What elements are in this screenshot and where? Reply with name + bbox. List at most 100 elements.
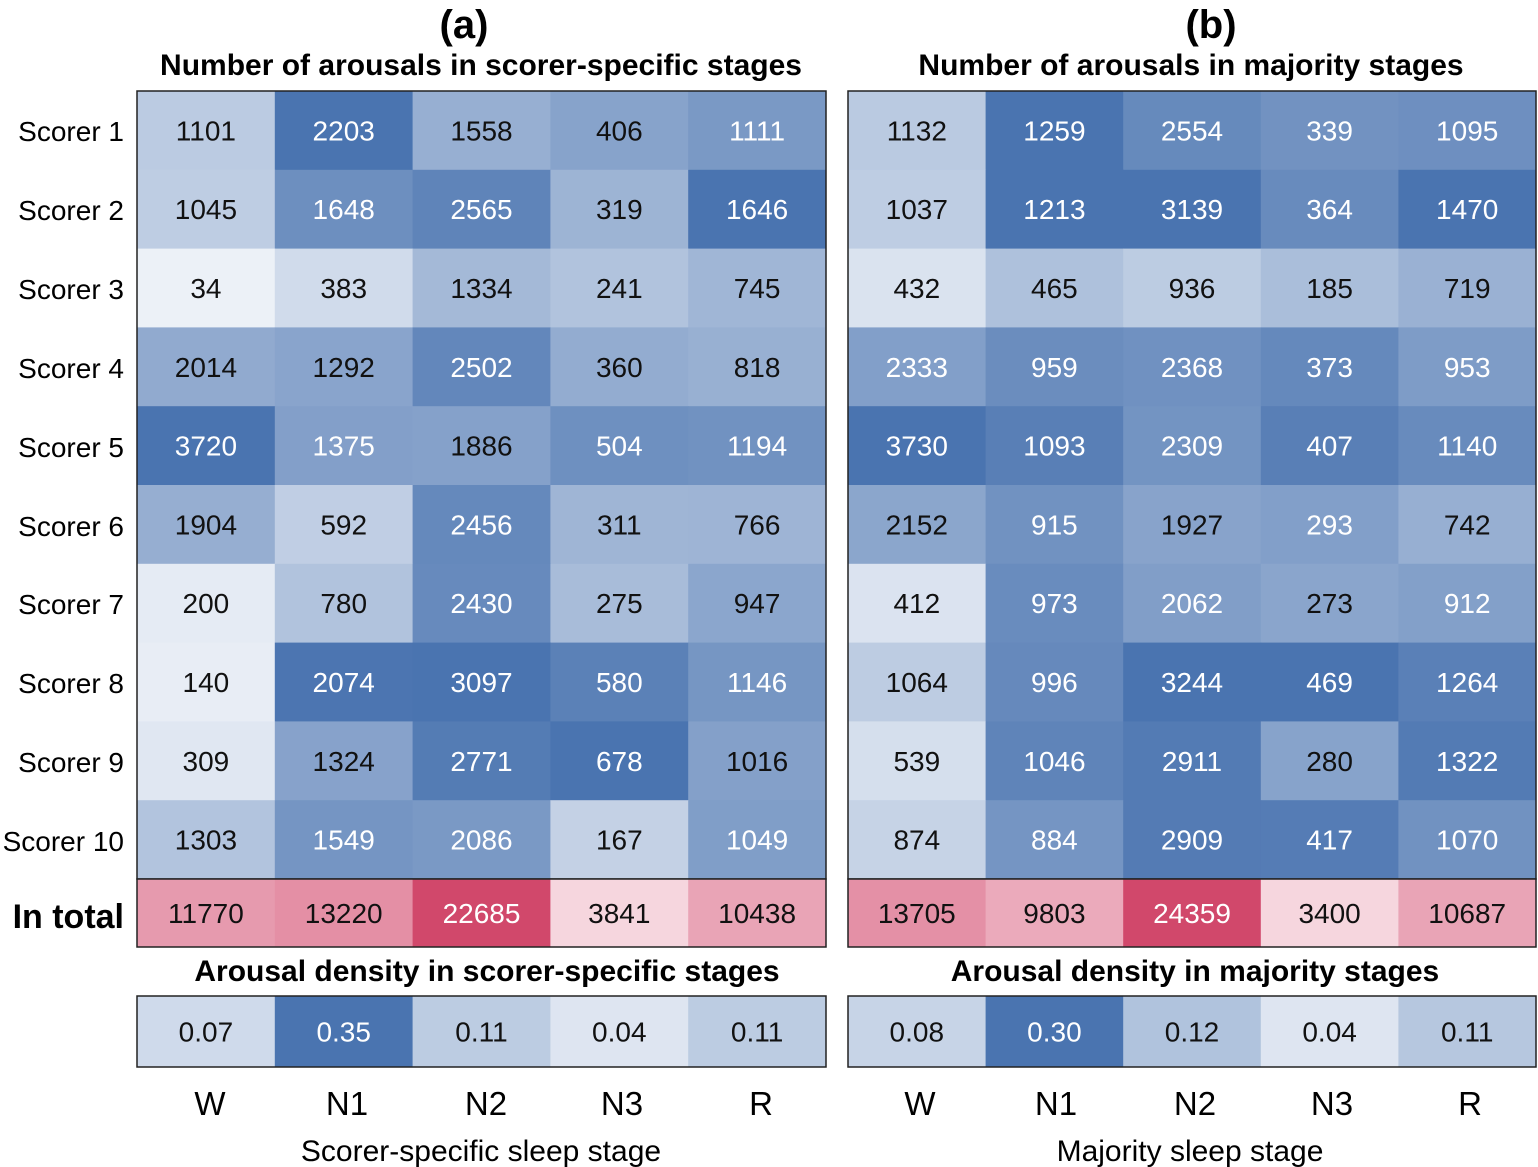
total-value: 9803 bbox=[1023, 898, 1085, 929]
total-cell bbox=[1260, 879, 1399, 947]
density-value: 0.04 bbox=[1302, 1017, 1357, 1048]
cell-value: 818 bbox=[734, 352, 781, 383]
total-value: 3841 bbox=[588, 898, 650, 929]
heatmap-cell bbox=[688, 721, 827, 801]
heatmap-cell bbox=[137, 721, 276, 801]
density-value: 0.08 bbox=[890, 1017, 945, 1048]
panel-b-counts-title: Number of arousals in majority stages bbox=[918, 49, 1463, 82]
total-value: 3400 bbox=[1298, 898, 1360, 929]
heatmap-cell bbox=[1123, 406, 1262, 486]
heatmap-cell bbox=[985, 485, 1124, 565]
totals-frame bbox=[847, 878, 1537, 948]
x-tick-label: N2 bbox=[465, 1085, 507, 1122]
cell-value: 1016 bbox=[726, 746, 788, 777]
cell-value: 780 bbox=[320, 588, 367, 619]
cell-value: 2086 bbox=[450, 825, 512, 856]
cell-value: 432 bbox=[893, 273, 940, 304]
heatmap-cell bbox=[412, 406, 551, 486]
panel-b-heatmap: 1132 1259 2554 339 1095 1037 1213 3139 364 1470 43… bbox=[847, 90, 1537, 1068]
heatmap-cell bbox=[550, 800, 689, 880]
heatmap-cell bbox=[274, 248, 414, 328]
total-value: 11770 bbox=[168, 898, 244, 929]
cell-value: 2062 bbox=[1161, 588, 1223, 619]
cell-value: 678 bbox=[596, 746, 643, 777]
cell-value: 2771 bbox=[450, 746, 512, 777]
heatmap-cell bbox=[137, 327, 276, 407]
heatmap-cell bbox=[274, 563, 414, 644]
heatmap-cell bbox=[412, 91, 551, 171]
cell-value: 1292 bbox=[313, 352, 375, 383]
heatmap-cell bbox=[1398, 169, 1537, 250]
heatmap-cell bbox=[274, 721, 414, 801]
heatmap-cell bbox=[1123, 642, 1262, 722]
cell-value: 1213 bbox=[1023, 194, 1085, 225]
heatmap-cell bbox=[985, 800, 1124, 880]
cell-value: 2368 bbox=[1161, 352, 1223, 383]
density-frame bbox=[847, 995, 1537, 1068]
heatmap-cell bbox=[274, 406, 414, 486]
cell-value: 1886 bbox=[450, 431, 512, 462]
heatmap-cell bbox=[550, 642, 689, 722]
x-tick-label: N1 bbox=[326, 1085, 368, 1122]
heatmap-cell bbox=[1260, 485, 1399, 565]
heatmap-cell bbox=[137, 642, 276, 722]
density-cell bbox=[1260, 996, 1399, 1067]
heatmap-cell bbox=[1260, 800, 1399, 880]
panel-b-density-title: Arousal density in majority stages bbox=[951, 955, 1439, 988]
density-value: 0.07 bbox=[179, 1017, 234, 1048]
cell-value: 1375 bbox=[313, 431, 375, 462]
heatmap-cell bbox=[1398, 248, 1537, 328]
cell-value: 953 bbox=[1444, 352, 1491, 383]
cell-value: 3139 bbox=[1161, 194, 1223, 225]
density-cell bbox=[137, 996, 276, 1067]
cell-value: 915 bbox=[1031, 509, 1078, 540]
cell-value: 947 bbox=[734, 588, 781, 619]
cell-value: 2565 bbox=[450, 194, 512, 225]
heatmap-cell bbox=[137, 169, 276, 250]
cell-value: 912 bbox=[1444, 588, 1491, 619]
cell-value: 167 bbox=[596, 825, 643, 856]
cell-value: 1558 bbox=[450, 115, 512, 146]
cell-value: 1648 bbox=[313, 194, 375, 225]
cell-value: 539 bbox=[893, 746, 940, 777]
density-value: 0.11 bbox=[1441, 1017, 1493, 1048]
cell-value: 719 bbox=[1444, 273, 1491, 304]
cell-value: 1264 bbox=[1436, 667, 1498, 698]
cell-value: 1324 bbox=[313, 746, 375, 777]
heatmap-cell bbox=[688, 327, 827, 407]
cell-value: 1046 bbox=[1023, 746, 1085, 777]
cell-value: 2014 bbox=[175, 352, 237, 383]
heatmap-cell bbox=[1398, 800, 1537, 880]
heatmap-cell bbox=[550, 248, 689, 328]
cell-value: 766 bbox=[734, 509, 781, 540]
total-row-label: In total bbox=[13, 898, 124, 936]
heatmap-cell bbox=[412, 248, 551, 328]
heatmap-cell bbox=[688, 406, 827, 486]
heatmap-cell bbox=[1260, 248, 1399, 328]
cell-value: 745 bbox=[734, 273, 781, 304]
cell-value: 2203 bbox=[313, 115, 375, 146]
x-tick-label: N2 bbox=[1174, 1085, 1216, 1122]
total-cell bbox=[848, 879, 987, 947]
density-value: 0.11 bbox=[731, 1017, 783, 1048]
density-cell bbox=[412, 996, 551, 1067]
density-cell bbox=[848, 996, 987, 1067]
heatmap-cell bbox=[412, 642, 551, 722]
cell-value: 407 bbox=[1306, 431, 1353, 462]
cell-value: 580 bbox=[596, 667, 643, 698]
heatmap-cell bbox=[550, 91, 689, 171]
heatmap-cell bbox=[412, 485, 551, 565]
heatmap-cell bbox=[1123, 800, 1262, 880]
cell-value: 140 bbox=[183, 667, 230, 698]
panel-a-density-title: Arousal density in scorer-specific stage… bbox=[194, 955, 779, 988]
cell-value: 3244 bbox=[1161, 667, 1223, 698]
cell-value: 1259 bbox=[1023, 115, 1085, 146]
cell-value: 2911 bbox=[1162, 746, 1222, 777]
row-label: Scorer 6 bbox=[18, 511, 124, 542]
heatmap-cell bbox=[274, 485, 414, 565]
panel-a-letter: (a) bbox=[440, 3, 489, 47]
total-cell bbox=[985, 879, 1124, 947]
heatmap-cell bbox=[1260, 563, 1399, 644]
cell-value: 973 bbox=[1031, 588, 1078, 619]
